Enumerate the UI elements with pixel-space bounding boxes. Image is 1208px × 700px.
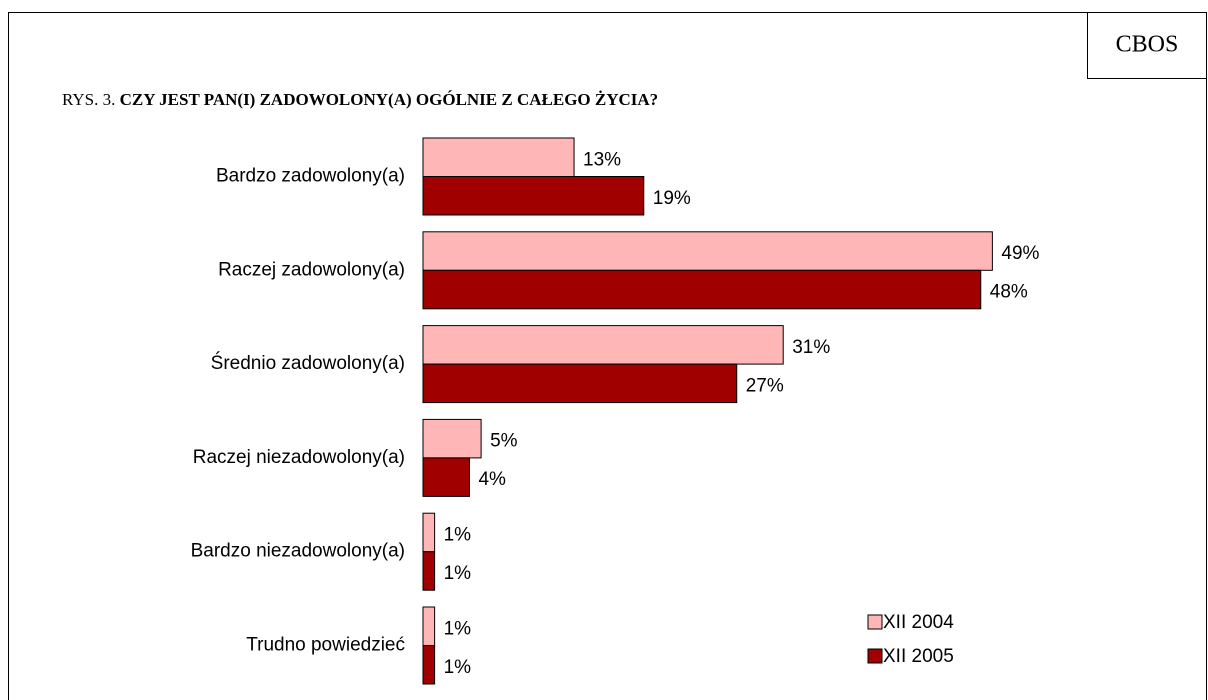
legend-swatch — [867, 648, 883, 664]
category-label: Średnio zadowolony(a) — [211, 352, 405, 374]
value-label: 19% — [653, 188, 691, 209]
bar — [422, 418, 482, 459]
value-label: 27% — [746, 375, 784, 396]
value-label: 1% — [444, 618, 472, 639]
value-label: 48% — [990, 282, 1028, 303]
bar — [422, 551, 436, 591]
category-label: Raczej niezadowolony(a) — [193, 447, 405, 468]
bar — [422, 457, 470, 497]
source-box — [1087, 12, 1207, 79]
bar — [422, 269, 982, 310]
value-label: 4% — [478, 469, 506, 490]
value-label: 1% — [444, 524, 472, 545]
value-label: 1% — [444, 563, 472, 584]
bar — [422, 137, 575, 177]
chart-title: RYS. 3. CZY JEST PAN(I) ZADOWOLONY(A) OG… — [62, 90, 658, 109]
frame — [8, 12, 1207, 700]
bar — [422, 606, 436, 646]
category-label: Trudno powiedzieć — [246, 635, 405, 656]
value-label: 31% — [792, 337, 830, 358]
legend-label: XII 2005 — [883, 646, 954, 667]
figure-label: RYS. 3. — [62, 90, 115, 109]
category-label: Bardzo zadowolony(a) — [216, 166, 405, 187]
bar — [422, 363, 738, 404]
source: CBOS — [1116, 32, 1179, 58]
legend-swatch — [867, 614, 883, 630]
bar — [422, 231, 993, 271]
legend-label: XII 2004 — [883, 612, 954, 633]
category-label: Raczej zadowolony(a) — [218, 259, 405, 280]
bar — [422, 325, 784, 365]
bar — [422, 512, 436, 553]
value-label: 49% — [1001, 243, 1039, 264]
value-label: 13% — [583, 149, 621, 170]
value-label: 5% — [490, 431, 518, 452]
bar — [422, 645, 436, 685]
value-label: 1% — [444, 657, 472, 678]
bar — [422, 176, 645, 216]
category-label: Bardzo niezadowolony(a) — [191, 541, 405, 562]
title: CZY JEST PAN(I) ZADOWOLONY(A) OGÓLNIE Z … — [120, 90, 659, 109]
